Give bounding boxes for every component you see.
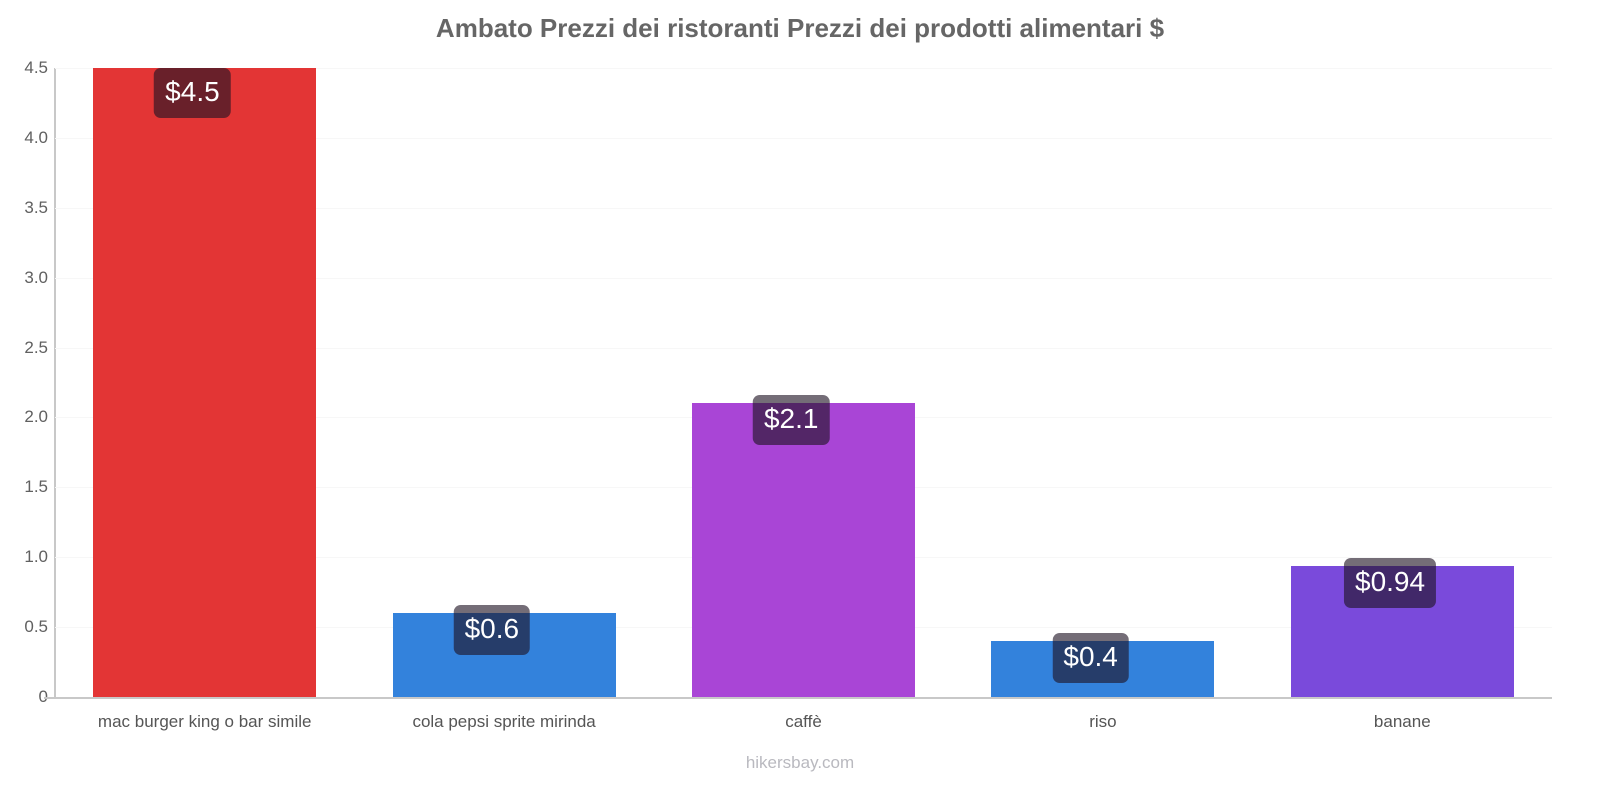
y-axis-tick-label: 3.5: [24, 197, 48, 217]
x-axis-category-label: caffè: [785, 712, 822, 731]
y-axis-tick-label: 0.5: [24, 617, 48, 637]
y-axis-tick-label: 4.0: [24, 127, 48, 147]
x-axis-category-labels: mac burger king o bar simile cola pepsi s…: [55, 712, 1552, 742]
bar[interactable]: [691, 403, 916, 697]
gridline: [55, 137, 1552, 139]
gridline: [55, 277, 1552, 279]
bar-value-label: $2.1: [752, 395, 830, 446]
x-axis-category-label: cola pepsi sprite mirinda: [412, 712, 596, 731]
y-axis-tick-label: 2.0: [24, 407, 48, 427]
chart-title: Ambato Prezzi dei ristoranti Prezzi dei …: [435, 13, 1165, 43]
bar-value-label: $4.5: [154, 68, 231, 118]
bar-value-label: $0.94: [1343, 557, 1437, 608]
y-axis-tick-label: 0: [4, 687, 48, 707]
y-axis-tick-label: 4.5: [24, 58, 48, 77]
y-axis-tick-label: 1.5: [24, 477, 48, 497]
gridline: [55, 347, 1552, 349]
y-axis-line: [54, 68, 56, 698]
x-axis-category-label: mac burger king o bar simile: [97, 712, 312, 731]
bars-layer: $4.5 $0.6 $2.1 $0.4 $0.94: [55, 68, 1552, 697]
x-axis-line: [44, 697, 1552, 699]
x-axis-category-label: banane: [1373, 712, 1431, 731]
x-axis-category-label: riso: [1089, 712, 1117, 731]
plot-area: $4.5 $0.6 $2.1 $0.4 $0.94: [55, 68, 1552, 697]
gridline: [55, 68, 1552, 69]
y-axis-tick-label: 3.0: [24, 267, 48, 287]
y-axis-tick-labels: 0 0.5 1.0 1.5 2.0 2.5 3.0 3.5 4.0 4.5: [0, 0, 48, 800]
footer-credit: hikersbay.com: [745, 753, 855, 772]
bar-value-label: $0.4: [1052, 633, 1129, 684]
bar[interactable]: [93, 68, 317, 697]
y-axis-tick-label: 2.5: [24, 337, 48, 357]
bar-value-label: $0.6: [453, 605, 531, 656]
gridline: [55, 207, 1552, 209]
y-axis-tick-label: 1.0: [24, 547, 48, 567]
